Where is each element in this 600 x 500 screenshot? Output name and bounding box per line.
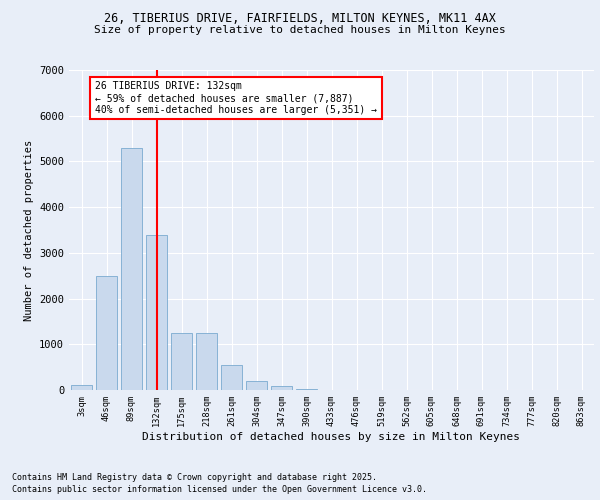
Text: Contains HM Land Registry data © Crown copyright and database right 2025.: Contains HM Land Registry data © Crown c… (12, 472, 377, 482)
Bar (96, 276, 117, 390)
Bar (71, 386, 92, 390)
Bar (146, 234, 167, 390)
X-axis label: Distribution of detached houses by size in Milton Keynes: Distribution of detached houses by size … (143, 432, 521, 442)
Text: Size of property relative to detached houses in Milton Keynes: Size of property relative to detached ho… (94, 25, 506, 35)
Bar (221, 365, 242, 390)
Bar (246, 381, 267, 390)
Text: Contains public sector information licensed under the Open Government Licence v3: Contains public sector information licen… (12, 485, 427, 494)
Bar (171, 333, 192, 390)
Bar (121, 148, 142, 390)
Text: 26 TIBERIUS DRIVE: 132sqm
← 59% of detached houses are smaller (7,887)
40% of se: 26 TIBERIUS DRIVE: 132sqm ← 59% of detac… (95, 82, 377, 114)
Y-axis label: Number of detached properties: Number of detached properties (23, 140, 34, 320)
Text: 26, TIBERIUS DRIVE, FAIRFIELDS, MILTON KEYNES, MK11 4AX: 26, TIBERIUS DRIVE, FAIRFIELDS, MILTON K… (104, 12, 496, 26)
Bar (271, 386, 292, 390)
Bar (196, 333, 217, 390)
